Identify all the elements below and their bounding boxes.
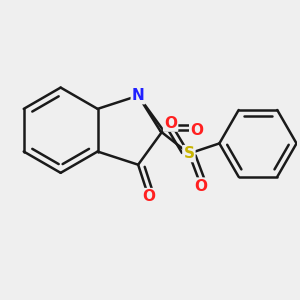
Text: N: N xyxy=(132,88,145,103)
Text: O: O xyxy=(190,123,203,138)
Text: O: O xyxy=(164,116,177,130)
Text: O: O xyxy=(142,189,155,204)
Text: S: S xyxy=(183,146,194,161)
Text: O: O xyxy=(195,178,208,194)
